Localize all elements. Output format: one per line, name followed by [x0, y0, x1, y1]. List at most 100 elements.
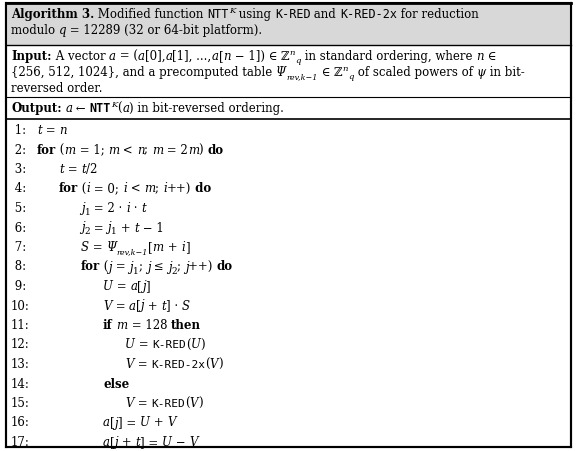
Text: i: i	[163, 182, 167, 195]
Text: do: do	[191, 182, 211, 195]
Text: (: (	[186, 338, 190, 351]
Text: ∈: ∈	[484, 50, 496, 63]
Text: j: j	[81, 221, 85, 234]
Text: m: m	[188, 143, 199, 156]
Text: ℤ: ℤ	[281, 50, 290, 63]
Text: m: m	[117, 318, 128, 331]
Text: 16:: 16:	[11, 415, 30, 428]
Text: (: (	[205, 357, 209, 370]
Text: a: a	[65, 102, 72, 115]
Text: S: S	[182, 299, 190, 312]
Text: m: m	[108, 143, 119, 156]
Text: (: (	[78, 182, 87, 195]
Text: K-RED: K-RED	[152, 340, 186, 350]
Text: =: =	[135, 338, 152, 351]
Text: a: a	[129, 299, 136, 312]
Text: n: n	[137, 143, 144, 156]
Text: = 2 ·: = 2 ·	[91, 202, 126, 215]
Text: ] =: ] =	[140, 435, 162, 448]
Text: Ψ: Ψ	[276, 66, 286, 79]
Text: do: do	[208, 143, 224, 156]
Text: Output:: Output:	[11, 102, 62, 115]
Text: rev,k−1: rev,k−1	[286, 73, 317, 81]
Text: V: V	[125, 357, 133, 370]
Text: K: K	[228, 7, 235, 15]
Text: 2:: 2:	[11, 143, 26, 156]
Text: (: (	[118, 102, 122, 115]
Text: 1: 1	[85, 207, 91, 216]
Text: of scaled powers of: of scaled powers of	[354, 66, 476, 79]
Text: (: (	[185, 396, 189, 409]
Text: =: =	[113, 260, 130, 273]
Text: i: i	[181, 240, 185, 253]
Text: t: t	[134, 221, 139, 234]
Text: [: [	[110, 435, 115, 448]
Text: Ψ: Ψ	[106, 240, 117, 253]
Text: for: for	[37, 143, 56, 156]
Text: V: V	[125, 396, 133, 409]
Text: ): )	[198, 396, 203, 409]
Text: a: a	[212, 50, 219, 63]
Text: [: [	[219, 50, 223, 63]
Text: ψ: ψ	[476, 66, 485, 79]
Text: {256, 512, 1024}, and a precomputed table: {256, 512, 1024}, and a precomputed tabl…	[11, 66, 276, 79]
Text: and: and	[310, 8, 340, 21]
Text: ): )	[218, 357, 223, 370]
Text: 7:: 7:	[11, 240, 26, 253]
Text: 5:: 5:	[11, 202, 26, 215]
Text: +: +	[144, 299, 162, 312]
Text: a: a	[130, 279, 137, 292]
Text: i: i	[126, 202, 130, 215]
Text: i: i	[87, 182, 91, 195]
Text: =: =	[63, 163, 81, 175]
Text: =: =	[133, 357, 151, 370]
Text: K: K	[111, 101, 118, 109]
Text: ] ·: ] ·	[166, 299, 182, 312]
Text: V: V	[167, 415, 176, 428]
Text: K-RED-2x: K-RED-2x	[151, 359, 205, 369]
Text: for: for	[81, 260, 100, 273]
Text: 2: 2	[171, 266, 177, 275]
Text: NTT: NTT	[207, 8, 228, 21]
Text: ;: ;	[155, 182, 163, 195]
Text: [: [	[148, 240, 153, 253]
Text: 1: 1	[111, 227, 117, 236]
Text: K-RED: K-RED	[275, 8, 310, 21]
Text: t: t	[141, 202, 146, 215]
Text: 2: 2	[85, 227, 90, 236]
Text: j: j	[185, 260, 188, 273]
Text: U: U	[190, 338, 200, 351]
Text: = 128: = 128	[128, 318, 171, 331]
Text: 12:: 12:	[11, 338, 30, 351]
Text: = 2: = 2	[163, 143, 188, 156]
Text: U: U	[125, 338, 135, 351]
Text: t: t	[136, 435, 140, 448]
Text: do: do	[216, 260, 233, 273]
Bar	[6, 4, 571, 46]
Text: 8:: 8:	[11, 260, 26, 273]
Text: (: (	[100, 260, 108, 273]
Text: ∈: ∈	[317, 66, 334, 79]
Text: V: V	[189, 396, 198, 409]
Text: ·: ·	[130, 202, 141, 215]
Text: K-RED-2x: K-RED-2x	[340, 8, 397, 21]
Text: =: =	[90, 221, 108, 234]
Text: [: [	[137, 279, 142, 292]
Text: j: j	[108, 260, 113, 273]
Text: −: −	[173, 435, 190, 448]
Text: <: <	[127, 182, 144, 195]
Text: t: t	[37, 124, 42, 137]
Text: A vector: A vector	[51, 50, 109, 63]
Text: j: j	[141, 299, 144, 312]
Text: for: for	[59, 182, 78, 195]
Text: 3:: 3:	[11, 163, 26, 175]
Text: Modified function: Modified function	[94, 8, 207, 21]
Text: ++): ++)	[167, 182, 191, 195]
Text: V: V	[209, 357, 218, 370]
Text: V: V	[190, 435, 198, 448]
Text: =: =	[89, 240, 106, 253]
Text: in standard ordering, where: in standard ordering, where	[301, 50, 476, 63]
Text: = 12289 (32 or 64-bit platform).: = 12289 (32 or 64-bit platform).	[66, 24, 263, 37]
Text: NTT: NTT	[90, 102, 111, 115]
Text: K-RED: K-RED	[151, 398, 185, 408]
